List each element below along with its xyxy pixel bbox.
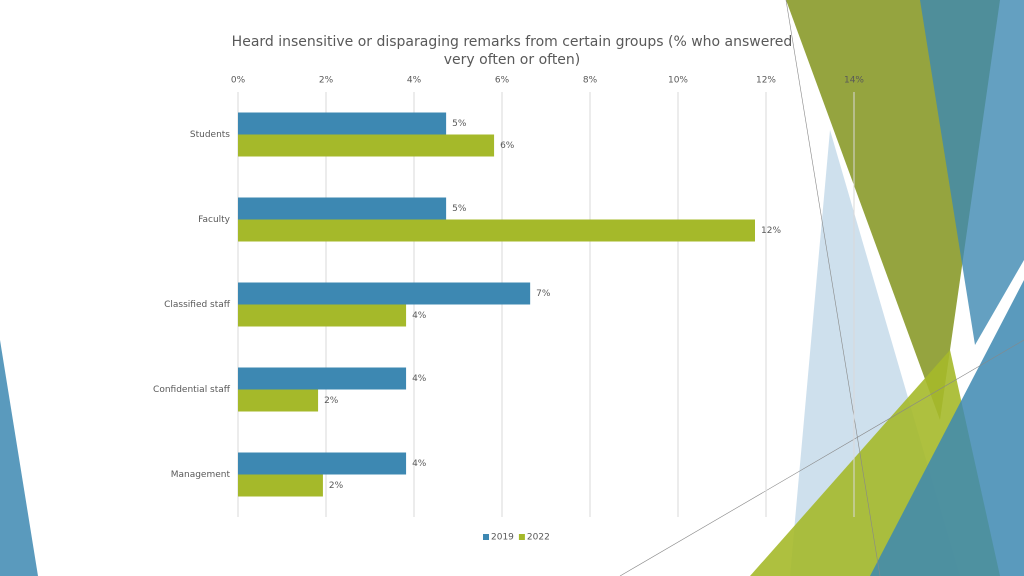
bar (238, 134, 495, 157)
bar (238, 197, 447, 220)
bar (238, 367, 407, 390)
y-tick-label: Students (190, 130, 230, 140)
bar (238, 219, 755, 242)
shape (870, 280, 1024, 576)
legend-swatch (483, 534, 489, 540)
data-label: 4% (412, 374, 427, 384)
legend-label: 2019 (491, 533, 514, 543)
bar (238, 304, 407, 327)
x-tick-label: 8% (583, 76, 598, 86)
data-label: 2% (324, 396, 339, 406)
bar (238, 112, 447, 135)
data-label: 5% (452, 119, 467, 129)
bar (238, 282, 531, 305)
y-tick-label: Management (171, 470, 231, 480)
shape (785, 0, 881, 576)
data-label: 7% (536, 289, 551, 299)
legend-label: 2022 (527, 533, 550, 543)
shape (0, 340, 38, 576)
x-tick-label: 10% (668, 76, 688, 86)
x-tick-label: 4% (407, 76, 422, 86)
shape (619, 339, 1024, 576)
x-tick-label: 0% (231, 76, 246, 86)
x-tick-label: 2% (319, 76, 334, 86)
data-label: 12% (761, 226, 781, 236)
shape (920, 0, 1024, 345)
bar (238, 389, 319, 412)
chart-title: Heard insensitive or disparaging remarks… (231, 34, 793, 68)
data-label: 4% (412, 311, 427, 321)
y-tick-label: Faculty (198, 215, 231, 225)
y-tick-label: Confidential staff (153, 385, 231, 395)
x-tick-label: 6% (495, 76, 510, 86)
bar (238, 452, 407, 475)
legend-swatch (518, 534, 525, 540)
bar (238, 474, 323, 497)
x-tick-label: 12% (756, 76, 776, 86)
data-label: 6% (500, 141, 515, 151)
y-tick-label: Classified staff (164, 300, 231, 310)
data-label: 4% (412, 459, 427, 469)
x-tick-label: 14% (844, 76, 864, 86)
data-label: 5% (452, 204, 467, 214)
data-label: 2% (329, 481, 344, 491)
